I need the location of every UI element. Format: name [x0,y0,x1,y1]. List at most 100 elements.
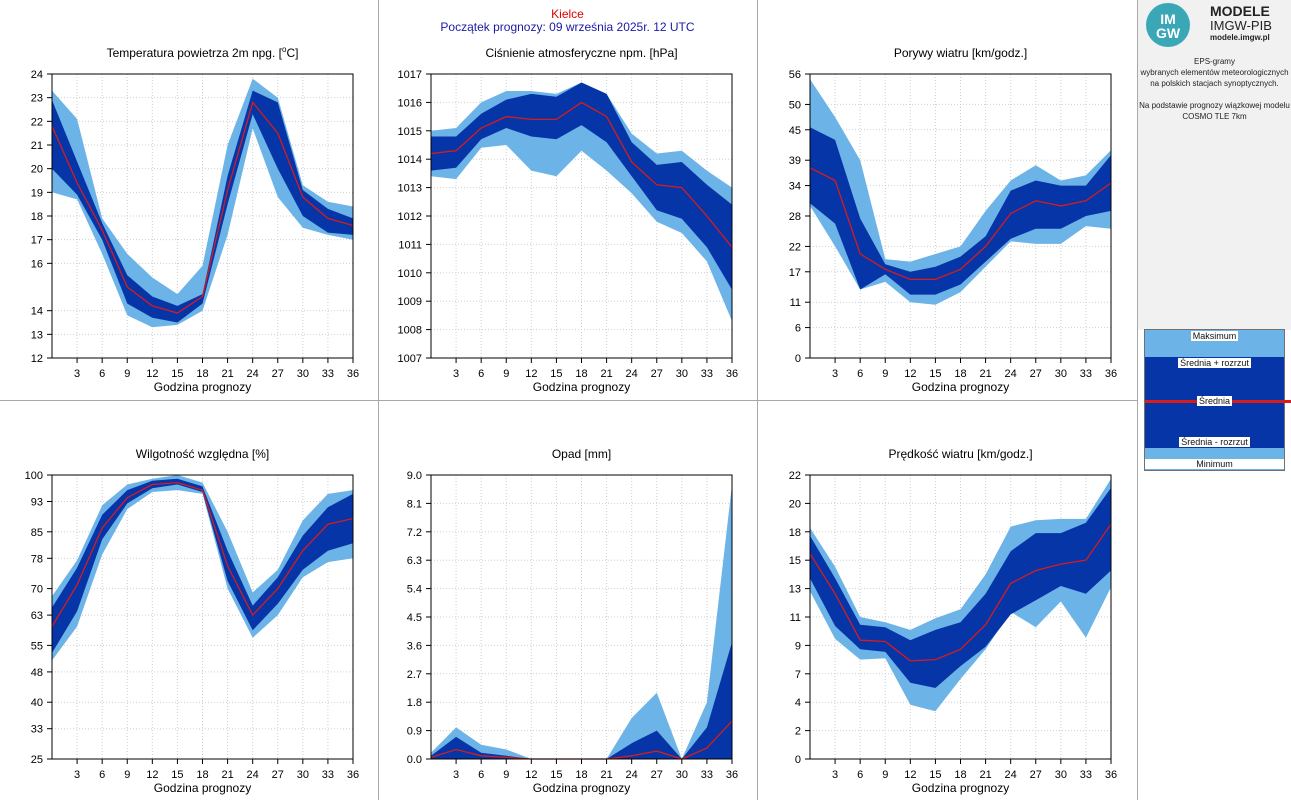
y-tick-label: 4 [795,697,801,709]
x-tick-label: 30 [676,769,688,781]
x-tick-label: 3 [832,769,838,781]
x-tick-label: 33 [322,769,334,781]
legend-mean-plus-label: Średnia + rozrzut [1178,358,1251,368]
y-tick-label: 20 [31,164,43,176]
x-tick-label: 36 [1105,368,1117,380]
y-tick-label: 6 [795,323,801,335]
y-tick-label: 5.4 [407,584,422,596]
x-tick-label: 6 [99,368,105,380]
x-axis-label: Godzina prognozy [154,781,251,795]
y-tick-label: 1013 [398,183,422,195]
x-tick-label: 36 [726,368,738,380]
y-tick-label: 45 [789,125,801,137]
brand-description: EPS-gramy wybranych elementów meteorolog… [1139,57,1290,121]
y-tick-label: 13 [789,584,801,596]
mean-line [809,167,1112,281]
x-tick-label: 27 [1030,368,1042,380]
y-tick-label: 48 [31,667,43,679]
y-tick-label: 9.0 [407,470,422,482]
y-tick-label: 15 [789,555,801,567]
logo-text-top: IM [1160,11,1176,27]
x-tick-label: 30 [676,368,688,380]
x-tick-label: 9 [882,769,888,781]
band-min-max [431,484,732,759]
y-tick-label: 1014 [398,154,422,166]
x-tick-label: 6 [478,769,484,781]
x-tick-label: 6 [857,769,863,781]
band-spread [810,127,1111,295]
x-tick-label: 27 [1030,769,1042,781]
y-tick-label: 93 [31,497,43,509]
y-tick-label: 1.8 [407,697,422,709]
forecast-header: Kielce Początek prognozy: 09 września 20… [378,8,757,34]
chart-humidity: Wilgotność względna [%]25334048556370788… [25,447,359,795]
x-tick-label: 18 [196,769,208,781]
y-tick-label: 17 [789,267,801,279]
y-tick-label: 1009 [398,296,422,308]
x-tick-label: 12 [146,769,158,781]
x-tick-label: 33 [1080,769,1092,781]
x-tick-label: 15 [171,769,183,781]
x-tick-label: 24 [247,769,259,781]
chart-pressure: Ciśnienie atmosferyczne npm. [hPa] 1007 10… [398,46,739,394]
x-tick-label: 12 [525,368,537,380]
y-tick-label: 1016 [398,97,422,109]
x-tick-label: 15 [171,368,183,380]
x-tick-label: 27 [651,368,663,380]
y-tick-label: 0.0 [407,754,422,766]
y-tick-label: 16 [31,258,43,270]
mean-line [430,101,733,248]
brand-title: MODELE [1210,3,1270,19]
x-tick-label: 9 [124,368,130,380]
x-tick-label: 36 [347,769,359,781]
y-tick-label: 20 [789,498,801,510]
y-tick-label: 2.7 [407,669,422,681]
x-tick-label: 36 [726,769,738,781]
y-tick-label: 63 [31,610,43,622]
chart-title: Wilgotność względna [%] [136,447,269,461]
brand-subtitle: IMGW-PIB [1210,18,1272,33]
y-tick-label: 7.2 [407,527,422,539]
x-axis-label: Godzina prognozy [533,380,630,394]
y-tick-label: 11 [790,612,801,624]
x-tick-label: 18 [954,368,966,380]
x-tick-label: 30 [1055,769,1067,781]
x-tick-label: 12 [904,769,916,781]
legend-mean-minus-label: Średnia - rozrzut [1179,437,1250,447]
x-axis-label: Godzina prognozy [912,781,1009,795]
x-axis-label: Godzina prognozy [533,781,630,795]
x-tick-label: 9 [503,368,509,380]
y-tick-label: 22 [31,116,43,128]
band-min-max [52,475,353,661]
y-tick-label: 23 [31,93,43,105]
y-tick-label: 13 [31,329,43,341]
chart-title: Opad [mm] [552,447,611,461]
x-tick-label: 12 [146,368,158,380]
brand-panel: IM GW MODELE IMGW-PIB modele.imgw.pl EPS… [1138,0,1291,330]
x-tick-label: 21 [221,769,233,781]
y-tick-label: 0.9 [407,726,422,738]
y-tick-label: 2 [795,726,801,738]
x-tick-label: 12 [904,368,916,380]
y-tick-label: 9 [795,640,801,652]
x-tick-label: 21 [600,769,612,781]
band-spread [431,642,732,759]
x-tick-label: 18 [575,769,587,781]
y-tick-label: 85 [31,527,43,539]
x-tick-label: 27 [651,769,663,781]
y-tick-label: 28 [789,211,801,223]
x-tick-label: 33 [701,769,713,781]
station-name: Kielce [551,7,584,21]
band-spread [52,90,353,323]
y-tick-label: 33 [31,724,43,736]
y-tick-label: 25 [31,754,43,766]
x-tick-label: 18 [954,769,966,781]
y-tick-label: 22 [789,241,801,253]
x-tick-label: 33 [322,368,334,380]
x-tick-label: 24 [1005,368,1017,380]
y-tick-label: 7 [795,669,801,681]
x-tick-label: 3 [453,368,459,380]
logo-text-bottom: GW [1155,25,1181,41]
x-tick-label: 9 [882,368,888,380]
y-tick-label: 14 [31,306,43,318]
